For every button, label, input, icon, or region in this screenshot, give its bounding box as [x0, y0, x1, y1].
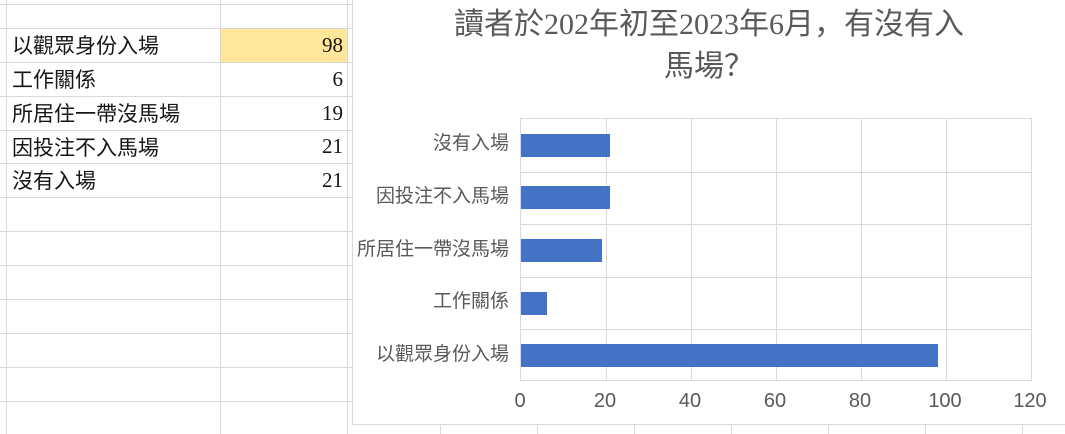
axis-tick-label[interactable]: 120 [1013, 390, 1047, 412]
row-gridline [0, 62, 352, 63]
data-bar[interactable] [521, 239, 602, 262]
axis-tick-label[interactable]: 20 [593, 390, 617, 412]
table-cell-value[interactable]: 21 [322, 167, 343, 192]
axis-tick-label[interactable]: 60 [763, 390, 787, 412]
row-gridline [0, 231, 352, 232]
category-label[interactable]: 因投注不入馬場 [375, 186, 509, 207]
row-gridline [0, 96, 352, 97]
column-gridline [220, 0, 221, 434]
table-cell-value[interactable]: 98 [322, 32, 343, 57]
category-label[interactable]: 所居住一帶沒馬場 [356, 239, 509, 260]
column-gridline-stub [537, 425, 538, 434]
row-gridline [0, 163, 352, 164]
value-gridline [606, 119, 607, 380]
data-bar[interactable] [521, 134, 610, 157]
chart-title[interactable]: 讀者於202年初至2023年6月，有沒有入 馬場？ [353, 4, 1065, 88]
column-gridline [6, 0, 7, 434]
chart-title-line1: 讀者於202年初至2023年6月，有沒有入 [454, 8, 964, 41]
table-row: 工作關係 6 [0, 62, 352, 96]
axis-tick-label[interactable]: 100 [928, 390, 962, 412]
row-gridline [0, 299, 352, 300]
row-gridline [0, 333, 352, 334]
value-gridline [946, 119, 947, 380]
table-row: 所居住一帶沒馬場 19 [0, 96, 352, 130]
row-gridline [0, 401, 352, 402]
data-bar[interactable] [521, 186, 610, 209]
plot-area[interactable] [520, 118, 1032, 381]
axis-tick-label[interactable]: 0 [514, 390, 526, 412]
column-gridline-stub [440, 425, 441, 434]
table-cell-value[interactable]: 19 [322, 100, 343, 125]
highlighted-cell-background [220, 28, 347, 62]
row-gridline [0, 4, 352, 5]
table-cell-value[interactable]: 6 [332, 66, 344, 91]
category-label[interactable]: 以觀眾身份入場 [375, 344, 509, 365]
category-gridline [521, 224, 1031, 225]
table-row: 沒有入場 21 [0, 163, 352, 197]
data-bar[interactable] [521, 344, 938, 367]
category-label[interactable]: 工作關係 [432, 291, 509, 312]
column-gridline-stub [828, 425, 829, 434]
row-gridline [0, 367, 352, 368]
table-cell-value[interactable]: 21 [322, 134, 343, 158]
category-gridline [521, 329, 1031, 330]
chart-title-line2: 馬場？ [664, 50, 754, 83]
table-cell-label[interactable]: 因投注不入馬場 [12, 135, 159, 160]
row-gridline [0, 265, 352, 266]
category-gridline [521, 277, 1031, 278]
column-gridline [347, 0, 348, 434]
axis-tick-label[interactable]: 40 [678, 390, 702, 412]
table-cell-label[interactable]: 工作關係 [12, 68, 96, 92]
column-gridline-stub [1022, 425, 1023, 434]
table-row: 因投注不入馬場 21 [0, 130, 352, 163]
column-gridline-stub [634, 425, 635, 434]
row-gridline [0, 130, 352, 131]
row-gridline [0, 28, 352, 29]
category-gridline [521, 172, 1031, 173]
table-cell-label[interactable]: 沒有入場 [12, 169, 96, 193]
data-bar[interactable] [521, 292, 547, 315]
column-gridline-stub [925, 425, 926, 434]
table-cell-label[interactable]: 所居住一帶沒馬場 [12, 102, 180, 126]
value-gridline [776, 119, 777, 380]
value-gridline [691, 119, 692, 380]
table-cell-label[interactable]: 以觀眾身份入場 [12, 34, 159, 58]
value-gridline [861, 119, 862, 380]
bar-chart[interactable]: 讀者於202年初至2023年6月，有沒有入 馬場？ 沒有入場因投注不入馬場所居住… [352, 0, 1065, 425]
table-row: 以觀眾身份入場 98 [0, 28, 352, 62]
axis-tick-label[interactable]: 80 [848, 390, 872, 412]
column-gridline-stub [731, 425, 732, 434]
category-label[interactable]: 沒有入場 [432, 133, 509, 154]
row-gridline [0, 197, 352, 198]
